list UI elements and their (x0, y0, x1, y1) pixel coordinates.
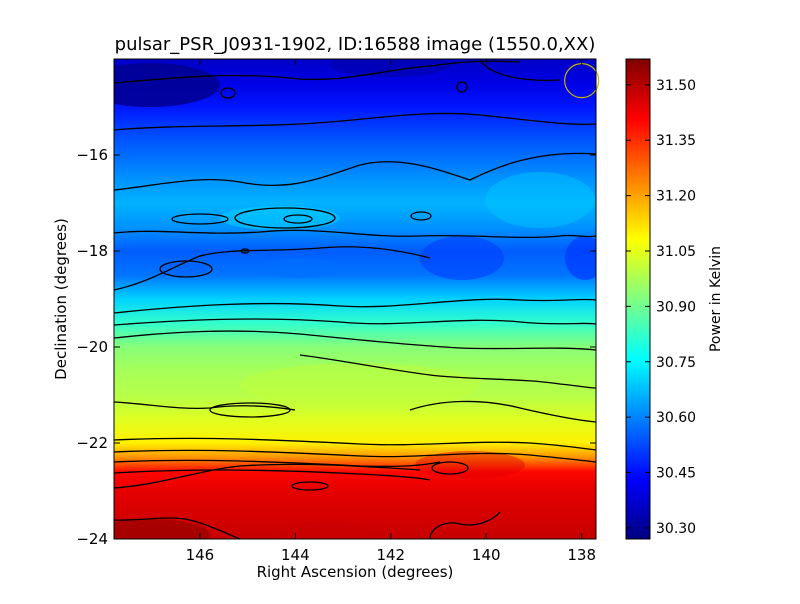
contour-loop (220, 87, 236, 99)
contour-loop (240, 248, 250, 254)
contour-line (114, 298, 596, 314)
contour-loop (410, 211, 432, 221)
contour-line (429, 511, 501, 539)
high-power-region (114, 519, 210, 539)
heatmap-area (113, 58, 600, 540)
contour-line (114, 449, 596, 463)
contour-line (114, 517, 241, 539)
colorbar-tick-label: 30.60 (656, 410, 696, 426)
colorbar: 30.30 30.45 30.60 30.75 30.90 31.05 31.20 31.35… (625, 58, 724, 540)
contour-line (409, 400, 596, 423)
contour-line (114, 401, 296, 411)
contour-line (114, 330, 596, 351)
low-power-region (420, 236, 504, 280)
contour-loop (291, 481, 329, 491)
low-power-region (260, 258, 340, 278)
contour-line (114, 437, 596, 451)
plot-frame (113, 58, 597, 540)
mid-power-region (220, 206, 340, 230)
colorbar-tick-label: 31.50 (656, 78, 696, 94)
x-tick-label: 140 (472, 546, 501, 564)
colorbar-gradient (625, 58, 651, 540)
y-axis: −16 −18 −20 −22 −24 (76, 146, 596, 548)
high-power-region (270, 523, 390, 539)
x-tick-label: 144 (281, 546, 310, 564)
contour-lines (114, 59, 596, 539)
contour-line (479, 59, 561, 81)
x-axis-label: Right Ascension (degrees) (257, 563, 454, 581)
contour-line (299, 354, 596, 389)
contour-loop (456, 81, 468, 93)
colorbar-tick-label: 30.75 (656, 355, 696, 371)
colorbar-tick-label: 31.35 (656, 133, 696, 149)
contour-line (114, 469, 431, 481)
y-axis-label: Declination (degrees) (52, 218, 70, 380)
low-power-region (330, 59, 450, 77)
high-power-region (415, 451, 525, 479)
contour-line (114, 112, 596, 131)
contour-loop (159, 260, 213, 278)
contour-line (114, 229, 596, 239)
colorbar-tick-label: 30.30 (656, 521, 696, 537)
contour-loop (171, 213, 229, 225)
high-power-region (240, 363, 480, 407)
low-power-region (160, 260, 210, 276)
y-tick-label: −24 (76, 530, 108, 548)
y-tick-label: −18 (76, 242, 108, 260)
y-tick-label: −16 (76, 146, 108, 164)
contour-loop (209, 402, 291, 418)
chart-title: pulsar_PSR_J0931-1902, ID:16588 image (1… (115, 34, 596, 55)
x-axis: 146 144 142 140 138 (186, 59, 596, 564)
y-tick-label: −22 (76, 434, 108, 452)
colorbar-tick-label: 30.90 (656, 299, 696, 315)
colorbar-tick-label: 31.20 (656, 189, 696, 205)
contour-line (114, 318, 596, 326)
low-power-region (565, 236, 596, 280)
contour-line (114, 60, 521, 84)
contour-loop (431, 461, 469, 475)
low-power-region (114, 63, 220, 107)
mid-power-region (485, 172, 595, 228)
heatmap-blobs (114, 59, 596, 539)
x-tick-label: 142 (376, 546, 405, 564)
colorbar-tick-label: 31.05 (656, 244, 696, 260)
contour-line (114, 463, 421, 489)
heatmap-background (114, 59, 596, 539)
colorbar-label: Power in Kelvin (708, 246, 724, 352)
x-tick-label: 146 (186, 546, 215, 564)
contour-line (114, 152, 596, 191)
x-tick-label: 138 (567, 546, 596, 564)
colorbar-ticks: 30.30 30.45 30.60 30.75 30.90 31.05 31.20 31.35… (626, 78, 696, 537)
contour-loop (283, 214, 313, 224)
colorbar-tick-label: 30.45 (656, 466, 696, 482)
y-tick-label: −20 (76, 338, 108, 356)
contour-loop (234, 207, 336, 229)
